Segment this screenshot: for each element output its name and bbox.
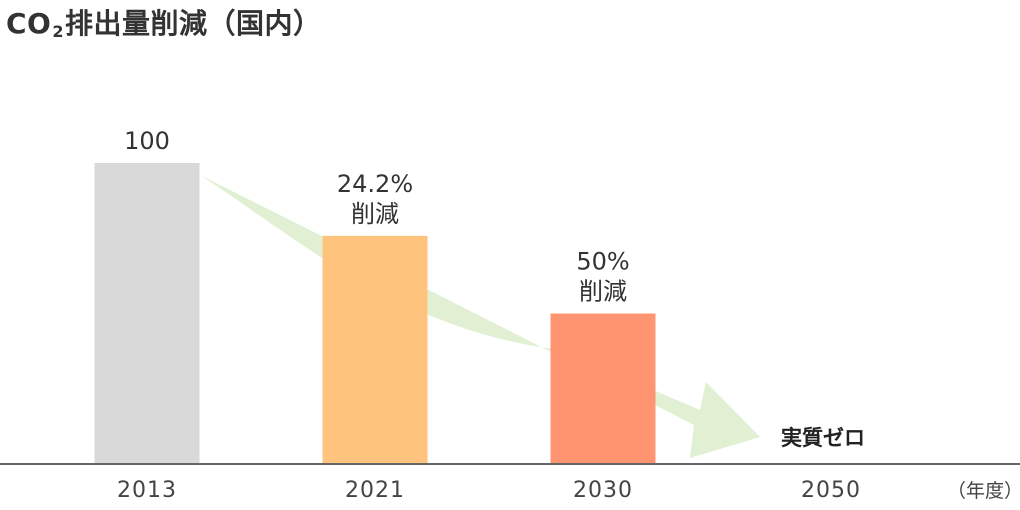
x-tick-label-2021: 2021 [345,478,405,503]
data-label-2030-1: 50% [576,248,629,276]
x-unit-label: （年度） [947,480,1020,502]
title-subscript: 2 [52,22,64,41]
trend-arrow [200,175,760,458]
data-label-2021-1: 24.2% [337,170,413,198]
bar-2030 [550,313,656,464]
x-tick-label-2050: 2050 [801,478,861,503]
x-tick-label-2030: 2030 [573,478,633,503]
x-tick-label-2013: 2013 [117,478,177,503]
data-label-2013: 100 [124,127,170,155]
data-label-2030-2: 削減 [579,278,627,306]
data-label-2050: 実質ゼロ [781,426,865,450]
bar-2021 [322,235,428,464]
title-main: 排出量削減 [65,7,208,40]
data-label-2021-2: 削減 [351,200,399,228]
chart-title: CO2排出量削減（国内） [6,2,322,42]
title-prefix: CO [6,7,52,40]
title-suffix: （国内） [207,7,322,40]
bar-2013 [94,163,200,464]
